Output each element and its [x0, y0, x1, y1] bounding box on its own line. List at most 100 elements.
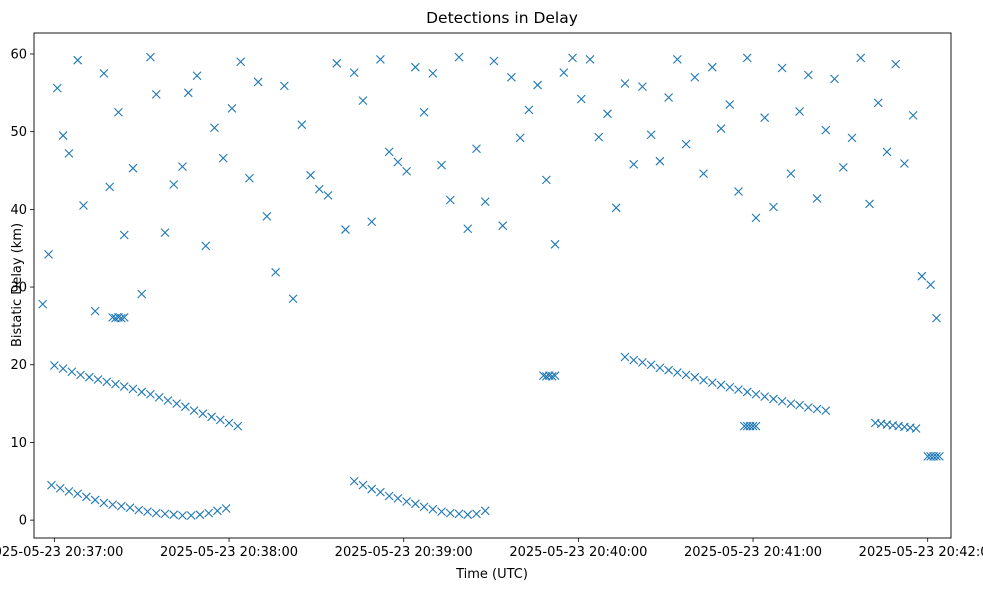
data-point — [838, 163, 848, 172]
data-point — [803, 403, 813, 412]
data-point — [690, 72, 700, 82]
data-point — [911, 424, 921, 433]
data-point — [119, 312, 129, 322]
data-point — [111, 379, 120, 389]
data-point — [707, 378, 717, 388]
data-point — [207, 412, 216, 422]
data-point — [38, 299, 48, 309]
data-point — [180, 402, 190, 412]
data-point — [891, 59, 901, 69]
data-point — [137, 387, 147, 397]
data-point — [119, 230, 129, 240]
data-point — [917, 271, 927, 281]
data-point — [102, 377, 112, 387]
data-point — [215, 415, 225, 425]
data-point — [847, 133, 857, 143]
data-point — [472, 144, 481, 154]
data-point — [134, 505, 144, 515]
data-point — [550, 371, 560, 381]
data-point — [795, 400, 805, 410]
data-point — [655, 156, 665, 166]
data-point — [734, 187, 743, 196]
data-point — [856, 53, 866, 63]
data-point — [183, 88, 193, 98]
data-point — [349, 476, 359, 486]
data-point — [151, 89, 161, 99]
data-point — [769, 394, 778, 404]
data-point — [515, 133, 525, 143]
data-point — [716, 124, 726, 133]
data-point — [402, 497, 412, 506]
data-point — [358, 96, 368, 105]
data-point — [742, 387, 752, 397]
data-point — [227, 103, 237, 113]
data-point — [690, 372, 700, 382]
data-point — [734, 385, 743, 394]
y-axis-ticks: 0 10 20 30 40 50 60 — [10, 47, 34, 529]
data-point — [151, 508, 161, 518]
data-point — [751, 389, 761, 399]
data-point — [93, 375, 103, 384]
data-point — [550, 239, 560, 249]
data-point — [143, 507, 152, 516]
data-point — [218, 153, 228, 163]
data-point — [349, 68, 359, 78]
data-point — [82, 492, 91, 502]
data-point — [73, 55, 83, 65]
data-point — [629, 355, 639, 365]
data-point — [160, 509, 170, 519]
data-point — [524, 105, 534, 115]
data-point — [297, 120, 307, 130]
data-point — [454, 509, 464, 519]
x-tick-label: 2025-05-23 20:42:00 — [859, 545, 983, 560]
data-point — [253, 77, 263, 87]
data-point — [428, 504, 438, 514]
data-point — [620, 79, 630, 88]
data-point — [821, 125, 831, 135]
data-point — [480, 506, 490, 516]
data-point — [367, 484, 377, 494]
data-point — [445, 195, 455, 205]
data-point — [204, 508, 214, 518]
data-point — [376, 487, 385, 497]
data-point — [58, 364, 68, 374]
data-point — [646, 130, 656, 140]
data-point — [932, 313, 941, 323]
data-point — [99, 69, 109, 78]
data-point — [672, 55, 682, 64]
data-point — [146, 389, 155, 399]
data-point — [186, 511, 196, 520]
data-point — [445, 508, 455, 518]
data-point — [934, 452, 944, 461]
data-point — [716, 380, 726, 390]
y-tick-label: 0 — [19, 514, 27, 529]
x-tick-label: 2025-05-23 20:38:00 — [160, 545, 298, 560]
y-tick-label: 60 — [10, 47, 27, 62]
data-point — [67, 367, 77, 377]
data-point — [620, 352, 630, 362]
y-tick-label: 50 — [10, 125, 27, 140]
data-point — [84, 372, 94, 382]
data-point — [73, 489, 83, 499]
data-point — [146, 52, 155, 62]
y-tick-label: 20 — [10, 358, 27, 373]
data-point — [541, 175, 551, 185]
data-point — [288, 294, 298, 304]
data-point — [926, 280, 936, 290]
x-tick-label: 2025-05-23 20:40:00 — [509, 545, 647, 560]
data-point — [306, 170, 315, 180]
y-tick-label: 30 — [10, 281, 27, 296]
data-point — [99, 498, 109, 508]
x-axis-ticks: 2025-05-23 20:37:00 2025-05-23 20:38:00 20… — [0, 538, 983, 560]
data-point — [454, 52, 464, 62]
data-point — [393, 493, 403, 503]
data-point — [90, 495, 100, 505]
data-point — [498, 221, 508, 231]
data-point — [480, 197, 490, 206]
data-point — [672, 368, 682, 377]
data-point — [812, 404, 822, 414]
x-axis-label: Time (UTC) — [455, 567, 528, 582]
data-point — [367, 217, 377, 227]
data-point — [777, 396, 787, 406]
